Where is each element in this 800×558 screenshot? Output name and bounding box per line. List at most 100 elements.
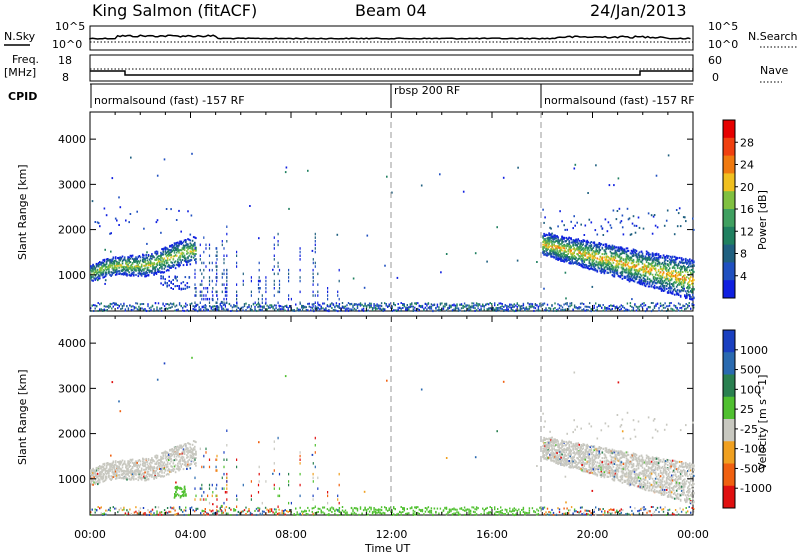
power-cell-910 (185, 284, 187, 286)
power-cell-3344 (437, 310, 438, 312)
power-cell-3725 (670, 308, 671, 310)
power-cell-3556 (544, 309, 545, 311)
power-cell-3015 (248, 306, 249, 308)
power-cell-3167 (348, 308, 349, 310)
power-cell-2121 (638, 217, 640, 219)
power-cell-1503 (589, 219, 591, 221)
power-cell-4045 (503, 177, 505, 179)
power-cell-3016 (248, 304, 249, 306)
power-cell-639 (167, 262, 169, 264)
nsky-trace (90, 35, 691, 39)
power-cell-3063 (285, 310, 286, 312)
power-cell-3769 (221, 305, 222, 308)
power-cell-2599 (677, 267, 679, 269)
power-cell-3889 (259, 309, 260, 312)
power-cell-3835 (258, 302, 259, 305)
power-cell-4022 (223, 262, 224, 265)
power-cell-3915 (201, 291, 202, 294)
freq-lo: 8 (62, 71, 69, 84)
velocity-cell-685 (176, 459, 178, 461)
power-cell-2954 (202, 306, 203, 308)
velocity-cell-491 (151, 462, 153, 464)
power-cell-3873 (315, 236, 316, 239)
power-cell-3080 (297, 310, 298, 312)
power-cell-607 (164, 258, 166, 260)
power-cell-1191 (563, 247, 565, 249)
power-cell-3364 (446, 303, 447, 305)
power-cell-2709 (686, 297, 688, 299)
power-cell-1454 (585, 225, 587, 227)
power-cell-4105 (612, 247, 614, 249)
power-cell-3382 (455, 308, 456, 310)
power-cell-3517 (523, 304, 524, 306)
power-cell-3563 (548, 307, 549, 309)
power-cell-3937 (279, 291, 280, 294)
power-cell-3747 (687, 304, 688, 306)
power-ylabel: Slant Range [km] (16, 164, 29, 260)
power-cell-2617 (678, 212, 680, 214)
power-cell-3130 (328, 310, 329, 312)
power-cell-3667 (627, 309, 628, 311)
power-cell-73 (98, 265, 100, 267)
power-cell-2659 (682, 287, 684, 289)
power-cell-3886 (216, 258, 217, 261)
power-cell-2333 (655, 225, 657, 227)
power-cell-904 (181, 282, 183, 284)
power-cell-1635 (600, 249, 602, 251)
power-cell-2847 (122, 305, 123, 307)
power-cell-2294 (652, 233, 654, 235)
power-cell-3874 (315, 233, 316, 236)
power-cell-3374 (452, 304, 453, 306)
power-cell-2655 (681, 282, 683, 284)
power-cell-3459 (494, 304, 495, 306)
power-cell-3880 (216, 309, 217, 312)
power-cell-3911 (288, 273, 289, 276)
power-cell-3425 (477, 307, 478, 309)
power-cell-2491 (668, 255, 670, 257)
power-cell-1930 (623, 233, 625, 235)
power-cell-3362 (446, 309, 447, 311)
power-cell-714 (176, 219, 178, 221)
power-cell-2975 (218, 309, 219, 311)
power-cell-3111 (319, 304, 320, 306)
velocity-cell-461 (148, 458, 150, 460)
power-cell-3278 (404, 305, 405, 307)
power-cell-2710 (686, 293, 688, 295)
cpid-segment-3: normalsound (fast) -157 RF (544, 94, 695, 107)
power-cell-2466 (666, 269, 668, 271)
power-cell-3778 (226, 291, 227, 294)
power-cell-2578 (675, 274, 677, 276)
power-cell-585 (160, 232, 162, 234)
power-cell-3272 (401, 302, 402, 304)
power-cell-2566 (674, 233, 676, 235)
power-cell-2811 (95, 305, 96, 307)
power-cell-2899 (161, 310, 162, 312)
power-cell-3925 (265, 280, 266, 283)
power-cell-3349 (438, 306, 439, 308)
power-cell-977 (546, 234, 548, 236)
power-cell-2892 (155, 302, 156, 304)
power-cell-2858 (129, 305, 130, 307)
power-cell-3941 (279, 269, 280, 272)
power-cell-2595 (677, 257, 679, 259)
power-cell-3729 (673, 305, 674, 307)
power-cell-3575 (557, 303, 558, 305)
power-cell-3239 (384, 302, 385, 304)
velocity-cell-571 (161, 472, 163, 474)
velocity-cell-322 (130, 462, 132, 464)
power-colorbar-swatch-6 (723, 227, 735, 245)
power-cell-4010 (203, 251, 204, 254)
power-cell-1754 (610, 271, 612, 273)
velocity-cell-24 (92, 484, 94, 486)
power-cell-3705 (655, 305, 656, 307)
power-cell-3926 (265, 276, 266, 279)
power-cell-1727 (607, 230, 609, 232)
power-cell-3695 (648, 306, 649, 308)
power-cell-2498 (669, 284, 671, 286)
power-cell-3819 (274, 236, 275, 239)
power-cell-1877 (619, 263, 621, 265)
power-cell-3842 (205, 298, 206, 301)
power-cell-3699 (651, 310, 652, 312)
velocity-cell-618 (167, 461, 169, 463)
power-cell-2883 (149, 310, 150, 312)
